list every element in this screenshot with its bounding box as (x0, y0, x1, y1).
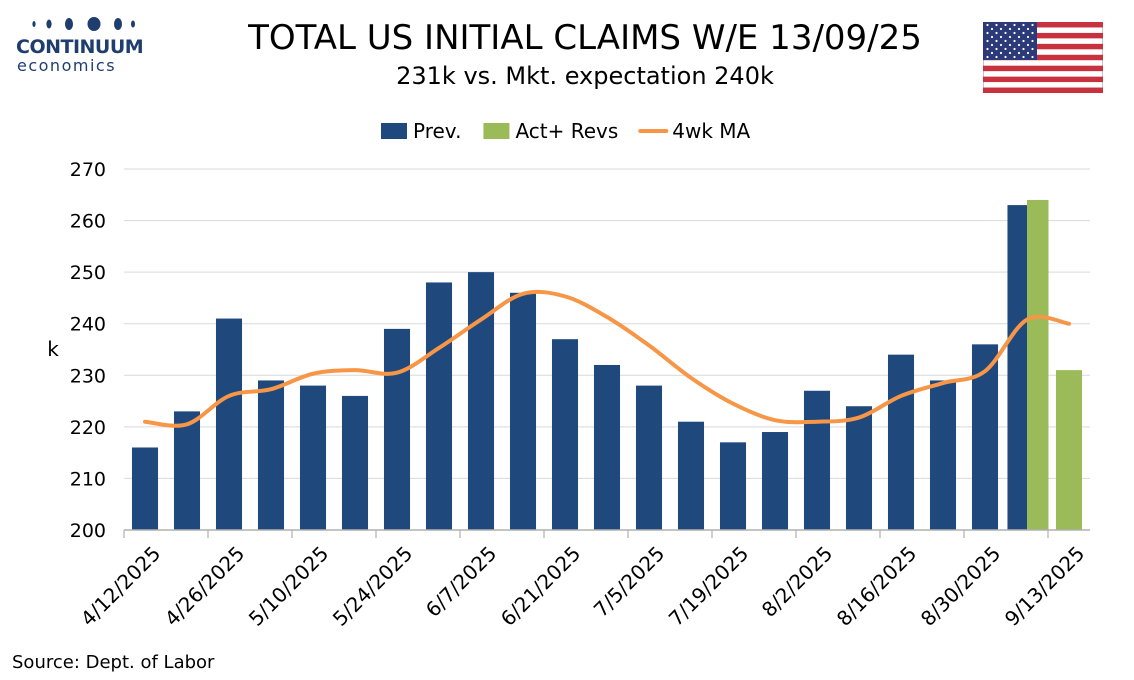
bar-prev (803, 390, 831, 530)
logo-dots-icon (32, 17, 135, 31)
bar-prev (383, 328, 411, 530)
bar-prev (593, 364, 621, 530)
y-tick-label: 230 (70, 365, 106, 387)
y-tick-label: 240 (70, 314, 106, 336)
x-tick-label: 8/30/2025 (916, 541, 1005, 630)
bar-prev (257, 380, 285, 530)
x-tick-label: 8/16/2025 (832, 541, 921, 630)
legend-swatch-act (483, 123, 510, 139)
legend-swatch-prev (381, 123, 407, 139)
legend-label: Act+ Revs (515, 119, 618, 143)
y-tick-label: 270 (70, 159, 106, 181)
bar-prev (551, 339, 579, 530)
x-axis (123, 529, 1090, 538)
x-tick-label: 5/10/2025 (244, 541, 333, 630)
y-tick-label: 250 (70, 262, 106, 284)
bar-prev (215, 318, 243, 530)
bar-prev (635, 385, 663, 530)
y-tick-label: 200 (70, 520, 106, 542)
y-axis-ticks: 200 210 220 230 240 250 260 270 (70, 159, 106, 542)
x-tick-label: 4/12/2025 (76, 541, 165, 630)
continuum-logo: CONTINUUM economics (10, 14, 144, 78)
bar-prev (131, 447, 159, 530)
bar-prev (845, 406, 873, 530)
x-tick-label: 4/26/2025 (160, 541, 249, 630)
x-tick-label: 6/21/2025 (496, 541, 585, 630)
bar-prev (467, 272, 495, 530)
x-tick-label: 7/19/2025 (664, 541, 753, 630)
y-tick-label: 210 (70, 468, 106, 490)
x-tick-label: 7/5/2025 (589, 541, 669, 621)
legend: Prev. Act+ Revs 4wk MA (381, 119, 751, 143)
bar-prev (761, 432, 789, 530)
bar-act (1027, 199, 1049, 530)
y-tick-label: 260 (70, 211, 106, 233)
logo-name: CONTINUUM (16, 36, 144, 58)
y-axis-label: k (47, 337, 59, 361)
chart-subtitle: 231k vs. Mkt. expectation 240k (396, 62, 774, 90)
x-tick-label: 9/13/2025 (1000, 541, 1089, 630)
bar-prev (929, 380, 957, 530)
bar-prev (887, 354, 915, 530)
bar-prev (1007, 205, 1027, 530)
legend-label: Prev. (413, 119, 461, 143)
bar-prev (341, 395, 369, 530)
legend-label: 4wk MA (672, 119, 750, 143)
bar-prev (719, 442, 747, 530)
bar-prev (677, 421, 705, 530)
ma-line-group (143, 289, 1071, 428)
logo-tagline: economics (17, 56, 117, 75)
bar-prev (173, 411, 201, 530)
bar-prev (299, 385, 327, 530)
chart-title: TOTAL US INITIAL CLAIMS W/E 13/09/25 (248, 18, 922, 58)
x-tick-label: 8/2/2025 (757, 541, 837, 621)
x-tick-label: 6/7/2025 (421, 541, 501, 621)
bar-prev (425, 282, 453, 530)
ma-line (143, 289, 1071, 428)
bar-prev (509, 292, 537, 530)
us-flag-icon (983, 22, 1103, 93)
y-tick-label: 220 (70, 417, 106, 439)
bars (131, 199, 1083, 530)
source-note: Source: Dept. of Labor (12, 652, 215, 673)
bar-act (1055, 370, 1083, 530)
x-tick-label: 5/24/2025 (328, 541, 417, 630)
